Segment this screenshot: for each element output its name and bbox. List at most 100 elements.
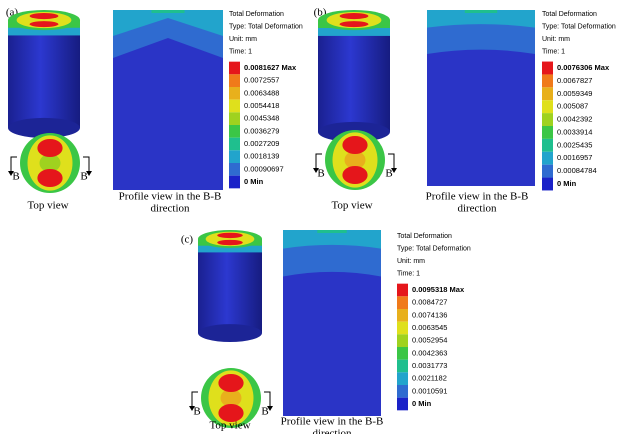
legend-label: 0.0054418 [244,101,279,110]
section-mark: B [80,171,87,183]
legend-label: 0.0036279 [244,126,279,135]
profile-top [152,10,185,13]
legend-swatch [397,322,408,335]
top-view-hotspot [342,136,367,154]
panel-label: (c) [181,234,194,246]
profile-caption: direction [312,428,352,434]
legend-swatch [397,296,408,309]
section-mark: B [12,171,19,183]
legend-swatch [229,176,240,189]
section-mark: B [193,406,200,418]
section-mark: B [317,168,324,180]
legend-swatch [542,126,553,139]
section-mark: B [261,406,268,418]
legend-swatch [397,309,408,322]
panel: (a)BBTop viewProfile view in the B-Bdire… [6,7,303,215]
legend-swatch [397,334,408,347]
legend-swatch [229,112,240,125]
legend-swatch [542,113,553,126]
legend-label: 0.0076306 Max [557,63,610,72]
profile-caption: direction [457,203,497,215]
result-header: Type: Total Deformation [229,23,303,30]
legend-label: 0.0010591 [412,386,447,395]
result-header: Time: 1 [397,270,420,277]
top-view-caption: Top view [209,420,250,432]
legend-label: 0.0072557 [244,76,279,85]
legend-swatch [397,284,408,297]
result-header: Total Deformation [542,11,597,18]
cylinder-body [318,20,390,132]
legend-swatch [229,163,240,176]
legend-label: 0.0052954 [412,336,447,345]
profile-top [317,230,346,233]
legend-swatch [542,87,553,100]
result-header: Total Deformation [229,11,284,18]
profile-caption: Profile view in the B-B [119,191,222,203]
result-header: Time: 1 [542,48,565,55]
top-view-hotspot [37,169,62,187]
legend-label: 0.0042363 [412,348,447,357]
legend-swatch [229,74,240,87]
cylinder-hotspot [340,13,369,19]
legend-label: 0.0021182 [412,374,447,383]
legend-label: 0 Min [557,179,577,188]
legend-label: 0.0033914 [557,127,592,136]
legend-swatch [397,385,408,398]
result-header: Unit: mm [397,258,425,265]
legend-swatch [229,87,240,100]
top-view-caption: Top view [27,200,68,212]
cylinder-hotspot [30,13,59,19]
legend-label: 0.00090697 [244,164,284,173]
legend-swatch [397,347,408,360]
legend-label: 0.0063488 [244,88,279,97]
cylinder-body [198,239,262,333]
legend-label: 0.0027209 [244,139,279,148]
top-view-caption: Top view [331,200,372,212]
legend-swatch [542,62,553,75]
legend-swatch [542,74,553,87]
top-view-hotspot [218,374,243,392]
result-header: Unit: mm [542,36,570,43]
legend-swatch [542,165,553,178]
section-mark: B [385,168,392,180]
legend-label: 0.0063545 [412,323,447,332]
legend-swatch [542,178,553,191]
legend-label: 0 Min [244,177,264,186]
result-header: Unit: mm [229,36,257,43]
legend-label: 0.0095318 Max [412,285,465,294]
legend-label: 0.0084727 [412,298,447,307]
profile-top [465,10,497,13]
legend-label: 0.0025435 [557,140,592,149]
top-view-hotspot [342,166,367,184]
legend-swatch [397,372,408,385]
result-header: Time: 1 [229,48,252,55]
legend-label: 0.0042392 [557,115,592,124]
result-header: Type: Total Deformation [397,245,471,252]
legend-label: 0.0059349 [557,89,592,98]
legend-label: 0.0016957 [557,153,592,162]
profile-caption: direction [150,203,190,215]
legend-swatch [229,100,240,113]
profile-caption: Profile view in the B-B [426,191,529,203]
legend-swatch [229,150,240,163]
cylinder-bottom [198,324,262,342]
legend-swatch [542,100,553,113]
legend-label: 0.0045348 [244,114,279,123]
legend-swatch [229,62,240,75]
cylinder-hotspot [340,21,369,27]
legend-label: 0.0067827 [557,76,592,85]
legend-swatch [542,152,553,165]
legend-label: 0.00084784 [557,166,597,175]
legend-label: 0 Min [412,399,432,408]
legend-swatch [229,138,240,151]
cylinder-hotspot [30,21,59,27]
legend-swatch [229,125,240,138]
result-header: Total Deformation [397,233,452,240]
legend-label: 0.0081627 Max [244,63,297,72]
legend-label: 0.005087 [557,102,588,111]
cylinder-hotspot [217,240,243,245]
legend-swatch [397,360,408,373]
legend-label: 0.0018139 [244,152,279,161]
legend-swatch [397,398,408,411]
